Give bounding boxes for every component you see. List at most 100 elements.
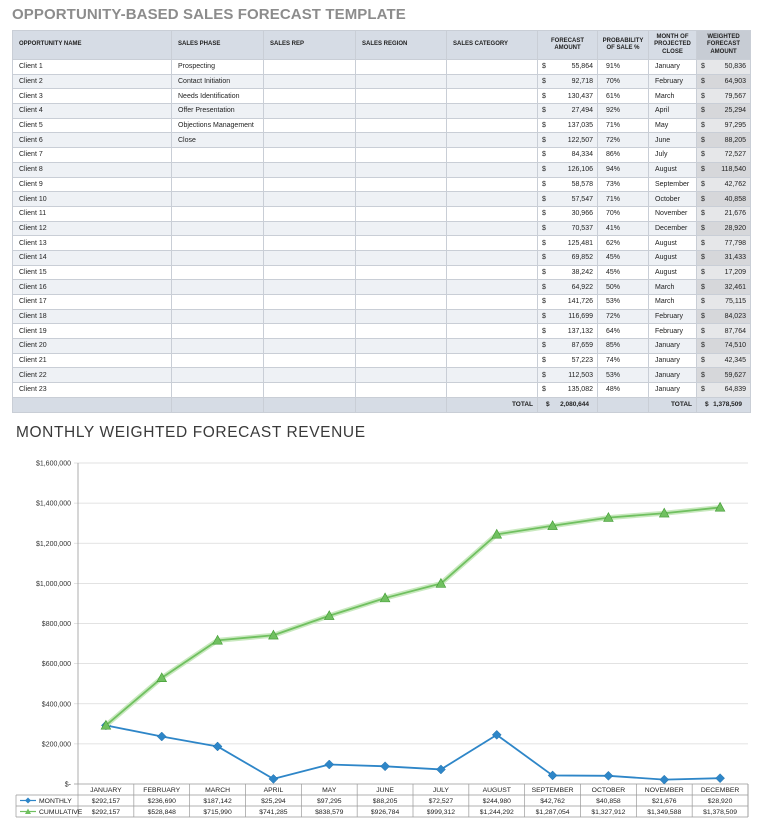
- close-month-cell[interactable]: October: [648, 191, 697, 207]
- sales-phase-cell[interactable]: Needs Identification: [171, 88, 264, 105]
- probability-cell[interactable]: 91%: [597, 59, 649, 75]
- weighted-amount-cell[interactable]: $59,627: [696, 367, 751, 384]
- weighted-amount-cell[interactable]: $17,209: [696, 264, 751, 281]
- sales-rep-cell[interactable]: [263, 323, 356, 340]
- sales-rep-cell[interactable]: [263, 294, 356, 310]
- sales-region-cell[interactable]: [355, 249, 447, 266]
- sales-rep-cell[interactable]: [263, 205, 356, 222]
- probability-cell[interactable]: 53%: [597, 294, 649, 310]
- opportunity-name-cell[interactable]: Client 2: [12, 73, 172, 90]
- sales-category-cell[interactable]: [446, 264, 538, 281]
- sales-category-cell[interactable]: [446, 279, 538, 295]
- forecast-amount-cell[interactable]: $69,852: [537, 249, 598, 266]
- header-region[interactable]: SALES REGION: [355, 30, 447, 60]
- opportunity-name-cell[interactable]: Client 17: [12, 294, 172, 310]
- opportunity-name-cell[interactable]: Client 4: [12, 103, 172, 119]
- weighted-amount-cell[interactable]: $88,205: [696, 132, 751, 149]
- close-month-cell[interactable]: December: [648, 220, 697, 237]
- opportunity-name-cell[interactable]: Client 8: [12, 161, 172, 178]
- sales-category-cell[interactable]: [446, 132, 538, 149]
- sales-category-cell[interactable]: [446, 220, 538, 237]
- sales-region-cell[interactable]: [355, 279, 447, 295]
- header-rep[interactable]: SALES REP: [263, 30, 356, 60]
- sales-region-cell[interactable]: [355, 294, 447, 310]
- sales-region-cell[interactable]: [355, 220, 447, 237]
- forecast-amount-cell[interactable]: $57,547: [537, 191, 598, 207]
- sales-rep-cell[interactable]: [263, 59, 356, 75]
- weighted-amount-cell[interactable]: $79,567: [696, 88, 751, 105]
- forecast-amount-cell[interactable]: $126,106: [537, 161, 598, 178]
- sales-region-cell[interactable]: [355, 147, 447, 163]
- sales-phase-cell[interactable]: Prospecting: [171, 59, 264, 75]
- header-month[interactable]: MONTH OF PROJECTED CLOSE: [648, 30, 697, 60]
- opportunity-name-cell[interactable]: Client 19: [12, 323, 172, 340]
- probability-cell[interactable]: 74%: [597, 352, 649, 369]
- sales-category-cell[interactable]: [446, 338, 538, 354]
- sales-rep-cell[interactable]: [263, 117, 356, 134]
- weighted-amount-cell[interactable]: $50,836: [696, 59, 751, 75]
- weighted-amount-cell[interactable]: $32,461: [696, 279, 751, 295]
- close-month-cell[interactable]: March: [648, 279, 697, 295]
- close-month-cell[interactable]: September: [648, 176, 697, 193]
- sales-phase-cell[interactable]: [171, 176, 264, 193]
- sales-region-cell[interactable]: [355, 235, 447, 251]
- opportunity-name-cell[interactable]: Client 15: [12, 264, 172, 281]
- sales-phase-cell[interactable]: [171, 264, 264, 281]
- sales-rep-cell[interactable]: [263, 382, 356, 398]
- close-month-cell[interactable]: February: [648, 308, 697, 325]
- opportunity-name-cell[interactable]: Client 12: [12, 220, 172, 237]
- sales-category-cell[interactable]: [446, 191, 538, 207]
- forecast-amount-cell[interactable]: $112,503: [537, 367, 598, 384]
- sales-category-cell[interactable]: [446, 352, 538, 369]
- opportunity-name-cell[interactable]: Client 20: [12, 338, 172, 354]
- close-month-cell[interactable]: January: [648, 382, 697, 398]
- forecast-amount-cell[interactable]: $125,481: [537, 235, 598, 251]
- probability-cell[interactable]: 45%: [597, 264, 649, 281]
- sales-category-cell[interactable]: [446, 382, 538, 398]
- sales-rep-cell[interactable]: [263, 176, 356, 193]
- forecast-amount-cell[interactable]: $30,966: [537, 205, 598, 222]
- sales-phase-cell[interactable]: [171, 220, 264, 237]
- sales-rep-cell[interactable]: [263, 191, 356, 207]
- sales-region-cell[interactable]: [355, 205, 447, 222]
- sales-phase-cell[interactable]: [171, 338, 264, 354]
- header-phase[interactable]: SALES PHASE: [171, 30, 264, 60]
- forecast-amount-cell[interactable]: $27,494: [537, 103, 598, 119]
- sales-region-cell[interactable]: [355, 176, 447, 193]
- sales-region-cell[interactable]: [355, 88, 447, 105]
- forecast-amount-cell[interactable]: $70,537: [537, 220, 598, 237]
- sales-category-cell[interactable]: [446, 235, 538, 251]
- weighted-amount-cell[interactable]: $87,764: [696, 323, 751, 340]
- opportunity-name-cell[interactable]: Client 1: [12, 59, 172, 75]
- forecast-amount-cell[interactable]: $58,578: [537, 176, 598, 193]
- sales-region-cell[interactable]: [355, 352, 447, 369]
- probability-cell[interactable]: 53%: [597, 367, 649, 384]
- close-month-cell[interactable]: January: [648, 338, 697, 354]
- sales-phase-cell[interactable]: [171, 367, 264, 384]
- header-category[interactable]: SALES CATEGORY: [446, 30, 538, 60]
- sales-rep-cell[interactable]: [263, 308, 356, 325]
- opportunity-name-cell[interactable]: Client 13: [12, 235, 172, 251]
- close-month-cell[interactable]: January: [648, 352, 697, 369]
- sales-category-cell[interactable]: [446, 147, 538, 163]
- sales-region-cell[interactable]: [355, 367, 447, 384]
- sales-rep-cell[interactable]: [263, 279, 356, 295]
- weighted-amount-cell[interactable]: $40,858: [696, 191, 751, 207]
- forecast-amount-cell[interactable]: $64,922: [537, 279, 598, 295]
- opportunity-name-cell[interactable]: Client 11: [12, 205, 172, 222]
- sales-region-cell[interactable]: [355, 73, 447, 90]
- sales-region-cell[interactable]: [355, 264, 447, 281]
- probability-cell[interactable]: 70%: [597, 73, 649, 90]
- opportunity-name-cell[interactable]: Client 18: [12, 308, 172, 325]
- sales-region-cell[interactable]: [355, 191, 447, 207]
- sales-phase-cell[interactable]: Offer Presentation: [171, 103, 264, 119]
- forecast-amount-cell[interactable]: $130,437: [537, 88, 598, 105]
- sales-rep-cell[interactable]: [263, 338, 356, 354]
- header-weighted[interactable]: WEIGHTED FORECAST AMOUNT: [696, 30, 751, 60]
- sales-phase-cell[interactable]: [171, 249, 264, 266]
- opportunity-name-cell[interactable]: Client 16: [12, 279, 172, 295]
- forecast-amount-cell[interactable]: $122,507: [537, 132, 598, 149]
- opportunity-name-cell[interactable]: Client 22: [12, 367, 172, 384]
- close-month-cell[interactable]: February: [648, 323, 697, 340]
- weighted-amount-cell[interactable]: $77,798: [696, 235, 751, 251]
